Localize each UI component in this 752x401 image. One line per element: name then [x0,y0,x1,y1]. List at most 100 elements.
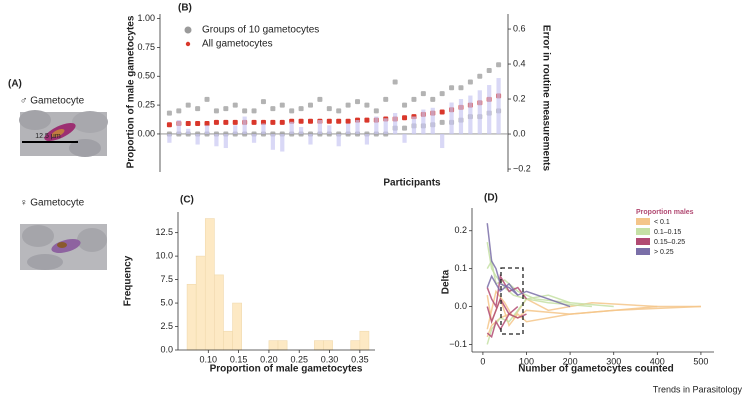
point [270,119,276,125]
legend-label: Groups of 10 gametocytes [202,25,319,36]
bar [268,340,279,351]
point [486,68,492,74]
line [486,297,519,325]
point [336,118,342,124]
point [326,106,332,112]
x-tick-label: 0.15 [230,354,248,364]
line [486,273,528,309]
y-axis-label: Frequency [123,255,134,306]
error-bar [411,116,417,135]
legend-swatch [636,248,650,255]
point [364,102,370,108]
legend-swatch [636,238,650,245]
point [364,117,370,123]
point [289,108,295,114]
error-bar [496,78,501,135]
point [195,121,201,127]
male-image [19,110,108,157]
point [383,96,389,102]
y2-axis-label: Error in routine measurements [540,25,551,172]
point [307,102,313,108]
point [373,108,379,114]
point [232,119,238,125]
point [204,121,210,127]
error-bar [251,134,257,143]
point [345,102,351,108]
error-bar [374,116,379,135]
point [166,122,172,128]
bar [214,274,224,351]
male-label: ♂ Gametocyte [20,96,85,107]
legend-label: 0.1–0.15 [654,229,681,236]
y-tick-label: 0.1 [454,263,467,273]
point [430,96,436,102]
y-tick-label: 2.5 [160,321,173,331]
y-axis-label: Proportion of male gametocytes [126,15,137,168]
point [185,121,191,127]
legend-marker [185,41,191,47]
x-tick-label: 0.10 [200,354,218,364]
point [420,91,426,97]
point [402,102,408,108]
point [223,106,229,112]
panel-label: (C) [180,195,194,206]
point [279,102,285,108]
error-bar [449,102,454,135]
y-axis-label: Delta [441,269,452,294]
y-tick-label: 0.4 [513,58,526,68]
point [467,79,473,85]
point [242,108,248,114]
x-tick-label: 0.25 [290,354,308,364]
point [439,109,445,115]
point [260,99,266,105]
error-bar [233,125,238,135]
x-tick-label: 0.20 [260,354,278,364]
bar [350,340,361,351]
x-tick-label: 300 [606,356,621,366]
error-bar [440,134,445,149]
y-tick-label: 0.2 [454,225,467,235]
point [279,119,285,125]
error-bar [345,123,351,135]
x-tick-label: 100 [519,356,534,366]
error-bar [402,134,407,143]
point [176,108,182,114]
bar [195,255,206,351]
error-bar [186,128,191,135]
line [486,241,571,304]
error-bar [430,107,435,135]
error-bar [176,120,181,135]
point [439,119,445,125]
error-bar [421,109,426,135]
bar [323,340,333,351]
bar [277,340,288,351]
error-bar [336,134,341,147]
error-bar [393,113,398,135]
point [326,118,332,124]
y-tick-label: 0.0 [513,128,526,138]
point [402,125,408,131]
point [439,91,445,97]
y-tick-label: 0.0 [160,344,173,354]
error-bar [327,125,332,135]
female-image [20,224,107,270]
point [251,108,257,114]
y-tick-label: 0.25 [137,99,155,109]
point [336,108,342,114]
credit: Trends in Parasitology [653,384,743,394]
line [486,274,519,296]
legend-swatch [636,218,650,225]
point [204,96,210,102]
error-bar [223,134,228,149]
point [298,106,304,112]
error-bar [242,116,247,135]
y-tick-label: 0.75 [137,42,155,52]
x-tick-label: 0.35 [351,354,369,364]
point [345,118,351,124]
error-bar [308,134,313,145]
x-axis-label: Number of gametocytes counted [518,364,674,375]
error-bar [383,118,388,135]
error-bar [487,85,492,135]
y-tick-label: −0.1 [449,339,467,349]
x-tick-label: 0 [480,356,485,366]
